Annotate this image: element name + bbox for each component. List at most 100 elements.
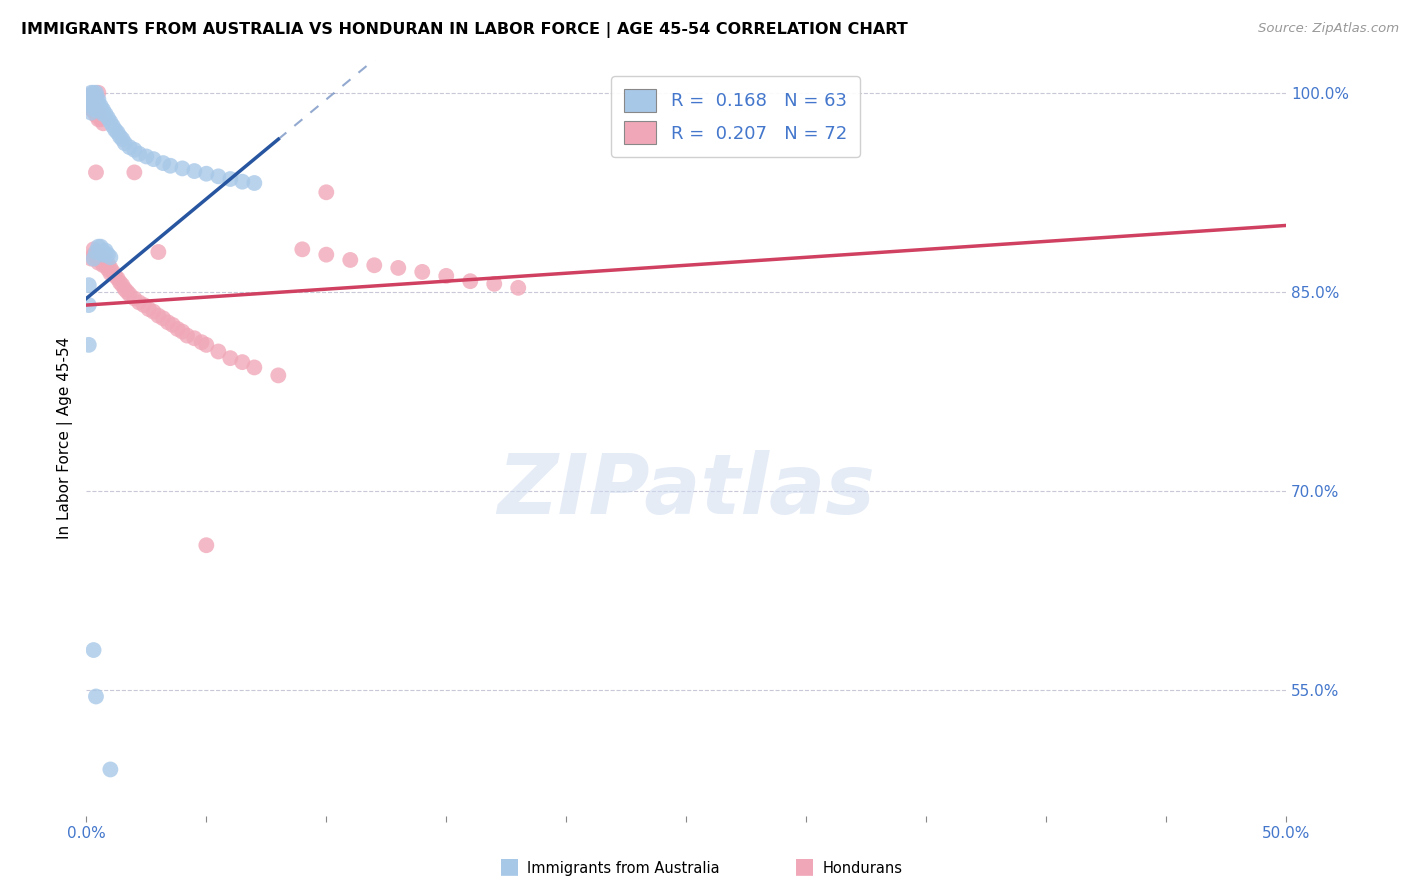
Point: [156, 315, 179, 329]
Point: [80, 252, 103, 266]
Point: [83, 99, 105, 113]
Point: [231, 355, 253, 369]
Point: [87, 96, 110, 111]
Point: [162, 318, 184, 332]
Point: [83, 102, 105, 116]
Point: [90, 99, 112, 113]
Point: [90, 249, 112, 263]
Point: [80, 88, 103, 103]
Point: [128, 146, 150, 161]
Point: [124, 143, 146, 157]
Point: [267, 368, 290, 383]
Point: [90, 240, 112, 254]
Point: [183, 164, 205, 178]
Text: ZIPatlas: ZIPatlas: [498, 450, 875, 532]
Point: [84, 103, 107, 117]
Point: [80, 102, 103, 116]
Point: [219, 351, 242, 366]
Point: [176, 328, 198, 343]
Point: [315, 186, 337, 200]
Point: [91, 245, 114, 260]
Point: [508, 281, 530, 295]
Point: [148, 245, 170, 260]
Point: [195, 538, 218, 552]
Point: [83, 88, 105, 103]
Point: [77, 278, 100, 293]
Point: [108, 276, 131, 290]
Point: [98, 763, 121, 777]
Point: [132, 298, 155, 312]
Point: [84, 108, 107, 122]
Point: [87, 92, 110, 106]
Point: [90, 245, 112, 260]
Point: [83, 247, 105, 261]
Text: Immigrants from Australia: Immigrants from Australia: [527, 861, 720, 876]
Point: [94, 244, 117, 258]
Point: [118, 287, 141, 301]
Point: [77, 298, 100, 312]
Text: Hondurans: Hondurans: [823, 861, 903, 876]
Point: [83, 104, 105, 119]
Point: [104, 123, 127, 137]
Point: [84, 89, 107, 103]
Point: [80, 95, 103, 109]
Point: [83, 252, 105, 266]
Point: [484, 277, 506, 291]
Point: [411, 265, 433, 279]
Text: ■: ■: [794, 856, 815, 876]
Point: [84, 245, 107, 260]
Point: [219, 172, 242, 186]
Point: [94, 252, 117, 267]
Point: [363, 258, 385, 272]
Point: [83, 86, 105, 100]
Point: [83, 643, 105, 657]
Point: [97, 262, 120, 277]
Point: [91, 252, 114, 267]
Point: [114, 282, 136, 296]
Point: [434, 268, 457, 283]
Y-axis label: In Labor Force | Age 45-54: In Labor Force | Age 45-54: [58, 336, 73, 539]
Point: [148, 309, 170, 323]
Point: [91, 116, 114, 130]
Point: [83, 94, 105, 108]
Point: [339, 252, 361, 267]
Point: [183, 331, 205, 345]
Point: [98, 250, 121, 264]
Point: [87, 107, 110, 121]
Point: [166, 322, 188, 336]
Point: [124, 292, 146, 306]
Point: [118, 140, 141, 154]
Point: [115, 285, 138, 299]
Point: [114, 136, 136, 151]
Point: [111, 278, 134, 293]
Point: [94, 247, 117, 261]
Point: [80, 92, 103, 106]
Point: [94, 107, 117, 121]
Point: [90, 103, 112, 117]
Point: [84, 94, 107, 108]
Point: [98, 266, 121, 280]
Point: [84, 103, 107, 117]
Point: [90, 254, 112, 268]
Point: [84, 165, 107, 179]
Point: [107, 271, 129, 285]
Point: [87, 255, 110, 269]
Point: [90, 112, 112, 127]
Point: [84, 690, 107, 704]
Point: [190, 335, 212, 350]
Point: [80, 105, 103, 120]
Point: [207, 344, 229, 359]
Point: [101, 119, 124, 133]
Point: [97, 247, 120, 261]
Point: [84, 246, 107, 260]
Point: [142, 152, 165, 166]
Point: [97, 257, 120, 271]
Point: [387, 260, 409, 275]
Text: ■: ■: [499, 856, 520, 876]
Point: [124, 165, 146, 179]
Point: [101, 265, 124, 279]
Text: Source: ZipAtlas.com: Source: ZipAtlas.com: [1258, 22, 1399, 36]
Point: [195, 338, 218, 352]
Point: [207, 169, 229, 184]
Point: [291, 243, 314, 257]
